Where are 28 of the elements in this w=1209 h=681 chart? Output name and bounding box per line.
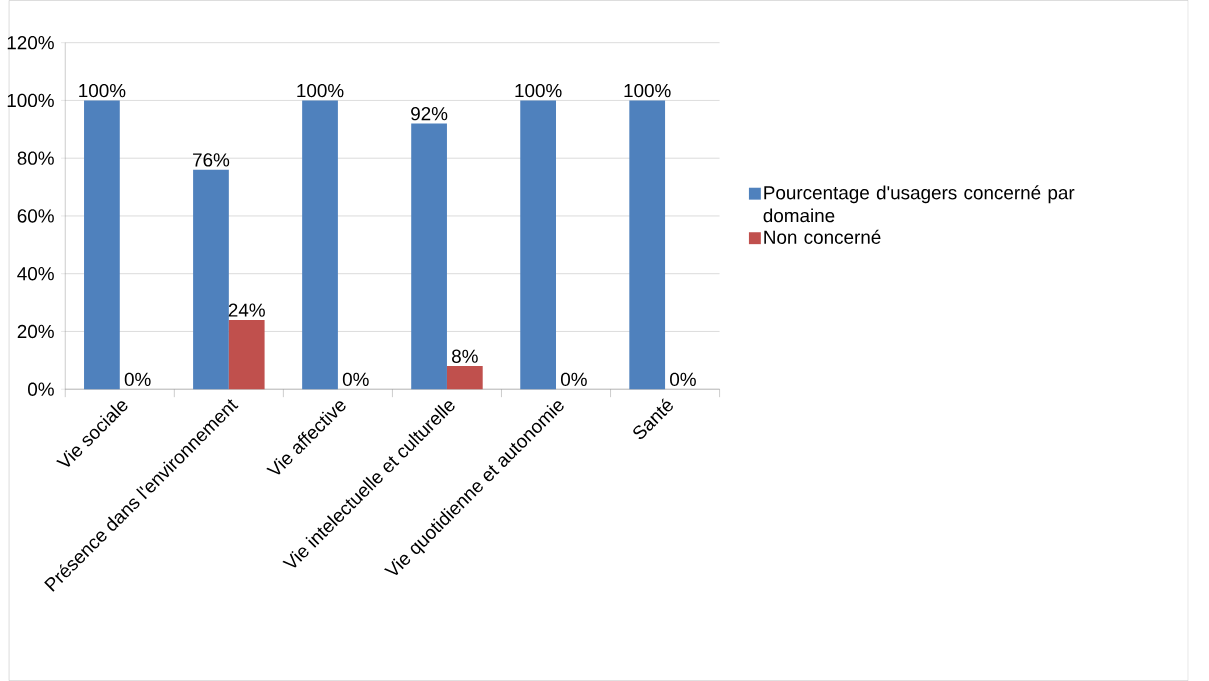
data-label: 100% — [515, 83, 562, 98]
data-label: 92% — [411, 106, 448, 121]
bar — [193, 169, 229, 390]
bar — [411, 123, 447, 390]
y-tick-label: 100% — [7, 93, 54, 108]
data-label: 0% — [124, 372, 151, 386]
y-tick-label: 120% — [7, 35, 54, 50]
data-label: 8% — [452, 349, 478, 363]
y-tick-label: 60% — [17, 209, 54, 223]
bar — [520, 100, 557, 390]
data-label: 0% — [670, 372, 696, 386]
data-label: 100% — [297, 83, 344, 98]
bar — [84, 100, 120, 390]
data-label: 76% — [193, 153, 230, 167]
data-label: 0% — [342, 372, 369, 386]
legend-label: Non concerné — [764, 229, 881, 244]
data-label: 100% — [79, 83, 126, 98]
data-label: 0% — [560, 372, 587, 386]
data-label: 100% — [624, 83, 671, 98]
y-tick-label: 80% — [17, 151, 54, 165]
bar — [446, 366, 483, 390]
bar — [228, 319, 265, 390]
y-tick-label: 0% — [28, 382, 54, 396]
bar — [302, 100, 338, 390]
legend-label: Pourcentage d'usagers concerné par domaine — [763, 185, 1075, 223]
bar — [629, 100, 666, 390]
y-tick-label: 20% — [17, 324, 54, 339]
y-tick-label: 40% — [17, 266, 54, 281]
